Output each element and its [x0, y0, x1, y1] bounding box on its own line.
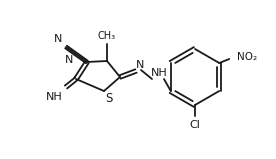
Text: N: N — [65, 55, 73, 65]
Text: NO₂: NO₂ — [237, 52, 257, 62]
Text: NH: NH — [46, 92, 62, 102]
Text: CH₃: CH₃ — [98, 31, 116, 41]
Text: NH: NH — [151, 68, 167, 78]
Text: Cl: Cl — [190, 120, 200, 130]
Text: N: N — [136, 60, 144, 70]
Text: N: N — [54, 34, 62, 44]
Text: S: S — [105, 93, 113, 106]
